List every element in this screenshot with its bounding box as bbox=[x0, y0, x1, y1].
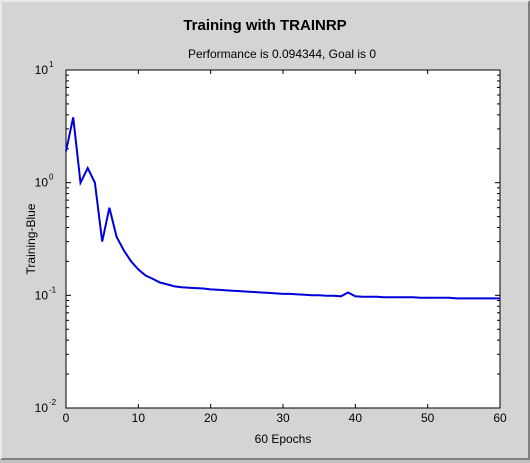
x-tick-label: 20 bbox=[204, 411, 218, 425]
x-tick-label: 10 bbox=[132, 411, 146, 425]
x-axis: 0 10 20 30 40 50 60 bbox=[63, 70, 507, 425]
training-series-line bbox=[65, 117, 500, 300]
chart-subtitle: Performance is 0.094344, Goal is 0 bbox=[188, 47, 376, 61]
x-tick-label: 40 bbox=[349, 411, 363, 425]
x-axis-label: 60 Epochs bbox=[255, 432, 312, 446]
y-tick-label-base: 10 bbox=[35, 288, 49, 302]
x-tick-label: 60 bbox=[493, 411, 507, 425]
y-tick-label-exponent: -2 bbox=[49, 398, 57, 407]
x-tick-label: 50 bbox=[421, 411, 435, 425]
y-tick-label-exponent: 1 bbox=[49, 60, 54, 69]
y-tick-label-base: 10 bbox=[35, 63, 49, 77]
x-tick-label: 30 bbox=[276, 411, 290, 425]
y-tick-label-base: 10 bbox=[35, 401, 49, 415]
chart-svg: Training with TRAINRP Performance is 0.0… bbox=[24, 17, 507, 446]
chart-title: Training with TRAINRP bbox=[183, 17, 346, 34]
y-tick-label-exponent: 0 bbox=[49, 173, 54, 182]
plot-area bbox=[65, 69, 501, 409]
y-tick-label-exponent: -1 bbox=[49, 285, 57, 294]
y-axis-label: Training-Blue bbox=[24, 203, 38, 274]
y-tick-label-base: 10 bbox=[35, 176, 49, 190]
x-tick-label: 0 bbox=[63, 411, 70, 425]
